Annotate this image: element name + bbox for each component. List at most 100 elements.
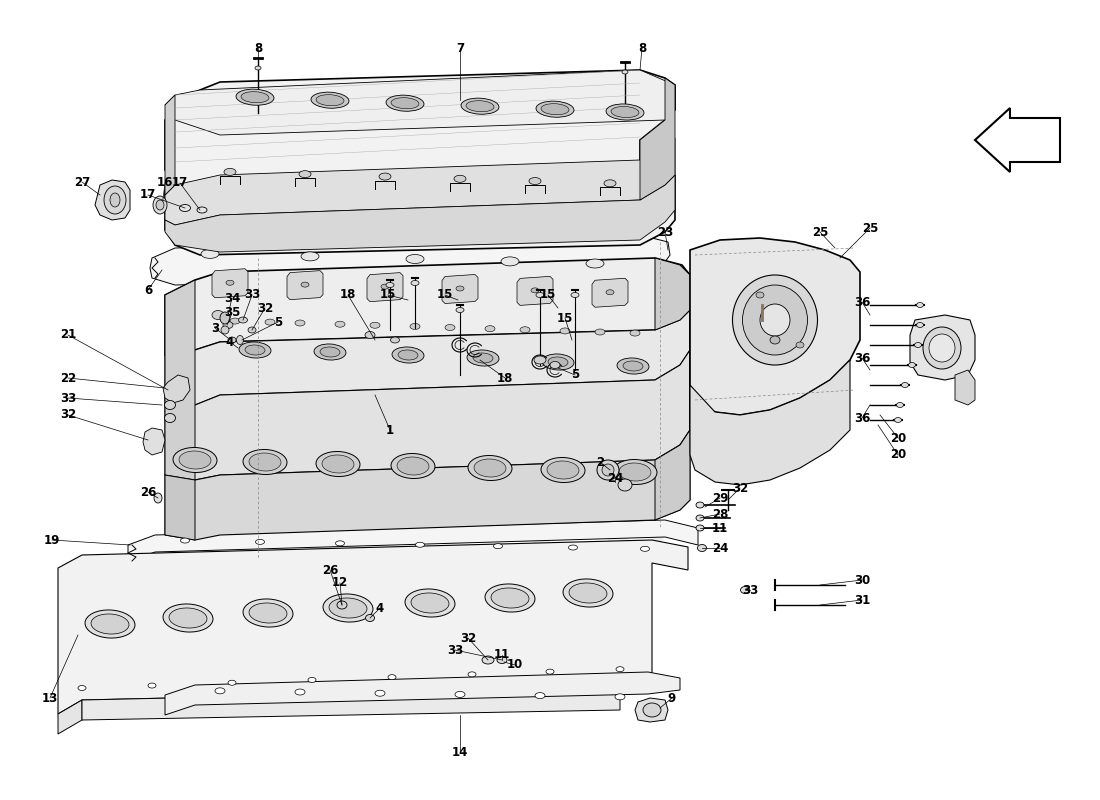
Text: 18: 18	[340, 289, 356, 302]
Text: 11: 11	[494, 649, 510, 662]
Polygon shape	[975, 108, 1060, 172]
Polygon shape	[163, 375, 190, 403]
Text: 3: 3	[211, 322, 219, 334]
Text: 33: 33	[59, 391, 76, 405]
Ellipse shape	[613, 459, 657, 485]
Ellipse shape	[406, 254, 424, 263]
Text: 1985: 1985	[358, 329, 582, 471]
Text: 5: 5	[274, 315, 282, 329]
Ellipse shape	[696, 525, 704, 531]
Ellipse shape	[909, 362, 915, 367]
Ellipse shape	[604, 180, 616, 186]
Ellipse shape	[243, 599, 293, 627]
Ellipse shape	[640, 546, 649, 551]
Ellipse shape	[494, 544, 503, 549]
Ellipse shape	[386, 282, 394, 287]
Polygon shape	[165, 70, 675, 255]
Ellipse shape	[461, 98, 499, 114]
Ellipse shape	[696, 502, 704, 508]
Ellipse shape	[295, 320, 305, 326]
Ellipse shape	[602, 464, 614, 476]
Ellipse shape	[740, 586, 749, 594]
Ellipse shape	[542, 354, 574, 370]
Ellipse shape	[796, 342, 804, 348]
Polygon shape	[58, 700, 82, 734]
Text: 34: 34	[223, 291, 240, 305]
Ellipse shape	[416, 542, 425, 547]
Polygon shape	[165, 475, 195, 540]
Ellipse shape	[550, 362, 560, 369]
Text: 11: 11	[712, 522, 728, 534]
Ellipse shape	[398, 350, 418, 360]
Ellipse shape	[390, 454, 435, 478]
Ellipse shape	[388, 674, 396, 680]
Polygon shape	[442, 274, 478, 303]
Ellipse shape	[541, 458, 585, 482]
Ellipse shape	[571, 293, 579, 298]
Ellipse shape	[255, 539, 264, 544]
Ellipse shape	[214, 688, 225, 694]
Ellipse shape	[365, 614, 374, 622]
Text: a part of: a part of	[276, 500, 504, 620]
Text: 28: 28	[712, 507, 728, 521]
Ellipse shape	[536, 293, 544, 298]
Text: 20: 20	[890, 449, 906, 462]
Text: 13: 13	[42, 691, 58, 705]
Ellipse shape	[474, 459, 506, 477]
Text: 20: 20	[890, 431, 906, 445]
Polygon shape	[654, 258, 690, 520]
Text: 2: 2	[596, 455, 604, 469]
Text: 33: 33	[741, 583, 758, 597]
Polygon shape	[58, 540, 687, 714]
Text: 36: 36	[854, 351, 870, 365]
Ellipse shape	[316, 451, 360, 477]
Text: 27: 27	[74, 175, 90, 189]
Ellipse shape	[370, 322, 379, 328]
Ellipse shape	[569, 545, 578, 550]
Polygon shape	[165, 175, 675, 252]
Text: 25: 25	[861, 222, 878, 234]
Polygon shape	[143, 428, 165, 455]
Text: 31: 31	[854, 594, 870, 606]
Ellipse shape	[454, 175, 466, 182]
Text: engines: engines	[184, 346, 676, 614]
Polygon shape	[592, 278, 628, 307]
Text: 10: 10	[507, 658, 524, 671]
Ellipse shape	[169, 608, 207, 628]
Ellipse shape	[534, 356, 546, 364]
Ellipse shape	[386, 95, 424, 111]
Ellipse shape	[644, 703, 661, 717]
Ellipse shape	[616, 666, 624, 672]
Ellipse shape	[569, 583, 607, 603]
Ellipse shape	[78, 686, 86, 690]
Ellipse shape	[336, 541, 344, 546]
Ellipse shape	[299, 170, 311, 178]
Text: 32: 32	[460, 631, 476, 645]
Ellipse shape	[375, 690, 385, 696]
Ellipse shape	[756, 292, 764, 298]
Ellipse shape	[548, 357, 568, 367]
Text: 30: 30	[854, 574, 870, 586]
Ellipse shape	[295, 689, 305, 695]
Ellipse shape	[249, 603, 287, 623]
Ellipse shape	[770, 336, 780, 344]
Ellipse shape	[104, 186, 126, 214]
Ellipse shape	[916, 302, 924, 307]
Ellipse shape	[397, 457, 429, 475]
Text: 4: 4	[376, 602, 384, 614]
Polygon shape	[165, 70, 675, 135]
Text: 23: 23	[657, 226, 673, 238]
Polygon shape	[95, 180, 130, 220]
Text: 1: 1	[386, 423, 394, 437]
Ellipse shape	[930, 334, 955, 362]
Ellipse shape	[597, 460, 619, 480]
Ellipse shape	[923, 327, 961, 369]
Ellipse shape	[482, 656, 494, 664]
Ellipse shape	[760, 304, 790, 336]
Ellipse shape	[148, 683, 156, 688]
Ellipse shape	[536, 101, 574, 118]
Ellipse shape	[173, 447, 217, 473]
Ellipse shape	[249, 453, 280, 471]
Ellipse shape	[381, 284, 389, 289]
Text: 33: 33	[244, 289, 260, 302]
